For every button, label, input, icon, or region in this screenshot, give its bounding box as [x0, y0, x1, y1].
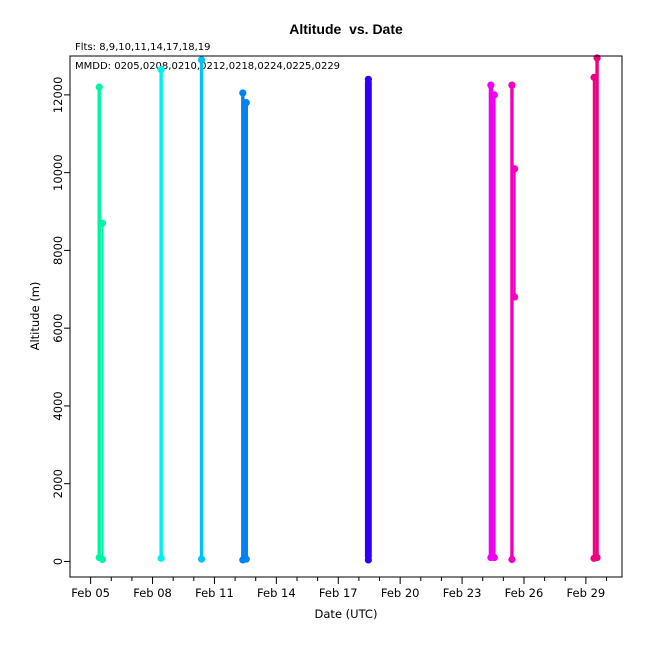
series-4 — [239, 89, 250, 564]
series-7 — [508, 81, 519, 564]
series-6-band-1 — [488, 85, 494, 558]
y-axis-label: Altitude (m) — [28, 282, 42, 351]
series-1-band-1 — [97, 87, 101, 558]
series-3-band-1 — [199, 59, 204, 560]
y-tick-label: 4000 — [51, 391, 65, 420]
series-8-peak-point-2 — [593, 54, 601, 62]
x-axis: Feb 05 Feb 08 Feb 11 Feb 14 Feb 17 Feb 20 Feb … — [71, 576, 608, 600]
series-4-low-point-2 — [242, 555, 250, 563]
series-4-band-2 — [244, 102, 248, 560]
x-tick-label: Feb 17 — [319, 586, 358, 600]
y-tick-label: 8000 — [51, 236, 65, 265]
series-8-band-2 — [595, 57, 599, 558]
chart-title: Altitude vs. Date — [289, 21, 403, 37]
series-6-peak-point-2 — [490, 91, 498, 99]
x-tick-label: Feb 08 — [133, 586, 172, 600]
x-tick-label: Feb 20 — [381, 586, 420, 600]
series-2-band-1 — [159, 69, 163, 559]
series-1-low-point-2 — [98, 555, 107, 564]
x-tick-label: Feb 14 — [257, 586, 296, 600]
series-8 — [590, 54, 601, 562]
series-6-low-point-2 — [490, 553, 498, 562]
series-7-peak-point-2 — [511, 165, 519, 173]
series-1-band-2 — [101, 223, 104, 560]
series-1-peak-point-1 — [95, 83, 103, 91]
series-7-band-1 — [510, 85, 514, 560]
series-3-peak-point-1 — [197, 56, 206, 64]
x-tick-label: Feb 23 — [443, 586, 482, 600]
y-tick-label: 2000 — [51, 469, 65, 498]
series-4-peak-point-2 — [242, 99, 250, 107]
series-5-low-point-1 — [364, 556, 372, 564]
series-2 — [157, 66, 165, 562]
series-8-low-point-2 — [593, 553, 601, 562]
series-5 — [364, 75, 372, 564]
series-7-low-point-2 — [511, 293, 519, 301]
x-axis-label: Date (UTC) — [315, 607, 378, 621]
series-7-low-point-1 — [508, 555, 516, 564]
x-tick-label: Feb 29 — [567, 586, 606, 600]
series-4-peak-point-1 — [239, 89, 247, 97]
series-layer — [95, 54, 601, 564]
y-axis: 0 2000 4000 6000 8000 10000 12000 — [51, 77, 71, 565]
x-tick-label: Feb 26 — [505, 586, 544, 600]
x-tick-label: Feb 11 — [195, 586, 234, 600]
y-tick-label: 10000 — [51, 154, 65, 191]
series-2-peak-point-1 — [157, 66, 165, 74]
series-6 — [487, 81, 498, 562]
y-tick-label: 6000 — [51, 314, 65, 343]
flights-note: Flts: 8,9,10,11,14,17,18,19 — [75, 42, 211, 53]
dates-note: MMDD: 0205,0208,0210,0212,0218,0224,0225… — [75, 61, 340, 72]
series-6-peak-point-1 — [487, 81, 495, 89]
series-2-low-point-1 — [157, 554, 165, 562]
series-1-peak-point-2 — [98, 219, 107, 227]
y-tick-label: 0 — [51, 558, 65, 565]
x-tick-label: Feb 05 — [71, 586, 110, 600]
series-7-band-2 — [513, 168, 516, 298]
y-tick-label: 12000 — [51, 77, 65, 114]
series-4-band-1 — [241, 92, 245, 560]
series-5-band-1 — [364, 79, 372, 560]
series-5-peak-point-1 — [364, 75, 372, 83]
series-8-band-1 — [592, 77, 596, 559]
series-3-low-point-1 — [197, 555, 206, 563]
series-1 — [95, 83, 107, 564]
series-3 — [197, 56, 206, 563]
series-7-peak-point-1 — [508, 81, 516, 89]
series-6-band-2 — [493, 94, 496, 558]
